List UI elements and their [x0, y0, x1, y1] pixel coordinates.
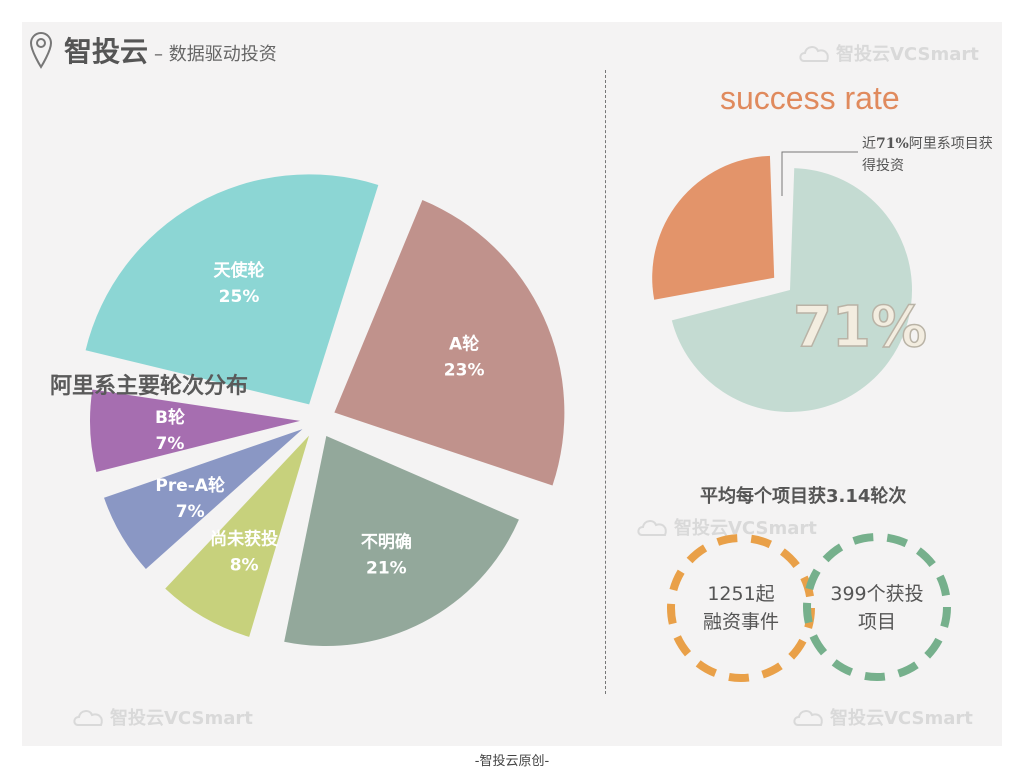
section-divider [605, 70, 606, 694]
pie-slice-value: 23% [444, 360, 485, 380]
note-value: 71% [876, 136, 909, 152]
rate-slice-invested [671, 168, 912, 412]
success-rate-note: 近71%阿里系项目获得投资 [862, 133, 1002, 177]
pie-slice-label: 不明确 [361, 531, 412, 552]
watermark-top-right: 智投云VCSmart [798, 40, 979, 66]
watermark-text: 智投云VCSmart [836, 44, 979, 65]
pie-slice-value: 25% [219, 287, 260, 307]
average-rounds-title: 平均每个项目获3.14轮次 [700, 486, 907, 507]
location-pin-icon [30, 32, 52, 69]
projects-count: 399个获投 [830, 583, 924, 605]
pie-slice-label: 天使轮 [214, 260, 265, 281]
pie-slice-value: 21% [366, 558, 407, 578]
pie-slice-label: B轮 [155, 407, 185, 428]
rate-big-value: 71% [793, 295, 927, 360]
note-prefix: 近 [862, 136, 876, 152]
events-stat: 1251起 融资事件 [681, 580, 801, 636]
pie-slice [334, 200, 565, 486]
pie-slice-value: 7% [176, 502, 205, 522]
events-label: 融资事件 [702, 611, 779, 633]
projects-label: 项目 [857, 611, 896, 633]
pie-slice-label: 尚未获投 [210, 528, 278, 549]
note-suffix: 阿里系项目获得投资 [862, 136, 993, 174]
cloud-logo-icon [793, 710, 823, 726]
projects-stat: 399个获投 项目 [817, 580, 937, 636]
brand-tagline: – 数据驱动投资 [154, 44, 277, 65]
events-count: 1251起 [707, 583, 775, 605]
footer-credit: -智投云原创- [474, 754, 550, 769]
pie-slice [90, 389, 301, 472]
watermark-text: 智投云VCSmart [830, 708, 973, 729]
pie-slice [104, 429, 303, 570]
page-header: 智投云 – 数据驱动投资 [30, 30, 277, 70]
pie-slice [284, 435, 519, 646]
pie-slice [85, 174, 379, 405]
brand-title: 智投云 [64, 35, 149, 68]
pie-slice-label: A轮 [449, 333, 479, 354]
watermark-bottom-left: 智投云VCSmart [72, 704, 253, 730]
watermark-text: 智投云VCSmart [110, 708, 253, 729]
watermark-text: 智投云VCSmart [674, 518, 817, 539]
pie-slice [165, 435, 310, 637]
success-rate-title: success rate [720, 80, 900, 116]
pie-slice-value: 8% [230, 555, 259, 575]
rate-slice-not-invested [652, 155, 775, 300]
pie-slice-value: 7% [156, 434, 185, 454]
cloud-logo-icon [73, 710, 103, 726]
pie-slice-label: Pre-A轮 [155, 475, 225, 496]
watermark-mid-right: 智投云VCSmart [636, 514, 817, 540]
cloud-logo-icon [637, 520, 667, 536]
cloud-logo-icon [799, 46, 829, 62]
round-distribution-title: 阿里系主要轮次分布 [50, 374, 249, 399]
watermark-bottom-right: 智投云VCSmart [792, 704, 973, 730]
